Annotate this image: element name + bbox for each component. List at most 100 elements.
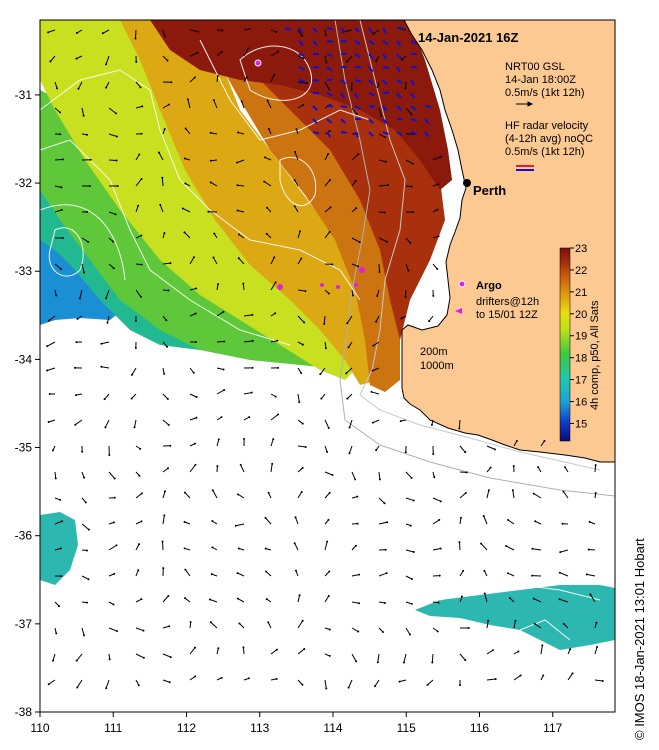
current-vector bbox=[324, 179, 331, 187]
current-vector bbox=[346, 393, 353, 399]
current-vector-head bbox=[137, 204, 140, 207]
radar-vector bbox=[312, 118, 318, 125]
current-vector bbox=[372, 367, 380, 372]
radar-legend-line1: HF radar velocity bbox=[505, 120, 589, 132]
current-vector-head bbox=[383, 602, 386, 605]
current-vector-head bbox=[371, 421, 374, 424]
current-vector-head bbox=[412, 211, 415, 214]
current-vector-head bbox=[116, 184, 119, 187]
current-vector bbox=[189, 77, 196, 83]
current-vector bbox=[187, 99, 191, 109]
current-vector bbox=[210, 621, 218, 629]
current-vector-head bbox=[60, 268, 63, 271]
current-vector-head bbox=[60, 208, 63, 211]
current-vector-head bbox=[193, 76, 196, 79]
current-vector-head bbox=[61, 236, 64, 239]
current-vector-head bbox=[304, 445, 307, 448]
sst-orange-region bbox=[200, 20, 400, 392]
current-vector bbox=[349, 419, 353, 428]
radar-vector bbox=[382, 66, 390, 70]
current-vector bbox=[184, 231, 191, 239]
colorbar-tick-label: 18 bbox=[575, 353, 587, 365]
current-vector-head bbox=[543, 439, 546, 442]
current-vector-head bbox=[183, 547, 186, 550]
current-vector-head bbox=[220, 50, 223, 53]
current-vector bbox=[237, 131, 245, 135]
current-vector-head bbox=[60, 186, 63, 189]
current-vector-head bbox=[402, 661, 405, 664]
current-vector bbox=[241, 101, 245, 109]
x-axis: 110 111 112 113 114 115 116 117 bbox=[30, 712, 563, 735]
current-vector bbox=[373, 341, 380, 347]
y-axis: -31 -32 -33 -34 -35 -36 -37 -38 bbox=[15, 88, 40, 719]
current-vector bbox=[324, 541, 328, 551]
current-vector bbox=[189, 417, 197, 421]
current-vector-head bbox=[49, 60, 52, 63]
current-vector-head bbox=[426, 683, 429, 686]
current-vector-head bbox=[266, 99, 269, 102]
current-vector-head bbox=[167, 289, 170, 292]
current-vector-head bbox=[61, 158, 64, 161]
current-vector bbox=[212, 490, 218, 499]
y-tick-label: -36 bbox=[15, 529, 33, 543]
current-vector bbox=[371, 391, 380, 395]
colorbar bbox=[559, 247, 571, 442]
current-vector-head bbox=[331, 263, 334, 266]
current-vector-head bbox=[437, 183, 440, 186]
current-vector bbox=[135, 178, 142, 187]
current-vector-head bbox=[436, 208, 439, 211]
current-vector bbox=[135, 520, 142, 525]
colorbar-tick-label: 20 bbox=[575, 309, 587, 321]
current-vector bbox=[162, 467, 169, 473]
current-vector bbox=[76, 653, 83, 661]
current-vector-head bbox=[508, 597, 511, 600]
current-vector-head bbox=[532, 597, 535, 600]
current-vector-head bbox=[193, 442, 196, 445]
current-vector bbox=[158, 152, 164, 161]
current-vector-head bbox=[301, 343, 304, 346]
current-vector bbox=[563, 491, 569, 499]
current-vector-head bbox=[345, 372, 348, 375]
current-vector bbox=[216, 367, 224, 370]
current-vector bbox=[159, 204, 164, 213]
current-vector-head bbox=[304, 290, 307, 293]
current-vector-head bbox=[562, 622, 565, 625]
current-vector-head bbox=[327, 292, 330, 295]
current-vector bbox=[216, 51, 223, 57]
current-vector-head bbox=[105, 63, 108, 66]
current-vector-head bbox=[142, 629, 145, 632]
current-vector-head bbox=[462, 569, 465, 572]
current-vector-head bbox=[505, 544, 508, 547]
current-vector bbox=[348, 445, 353, 454]
current-vector-head bbox=[376, 85, 379, 88]
current-vector-head bbox=[537, 466, 540, 469]
current-vector bbox=[104, 419, 110, 428]
current-vector-head bbox=[47, 31, 50, 34]
radar-vector bbox=[354, 53, 361, 59]
current-vector bbox=[432, 497, 442, 502]
radar-vector bbox=[368, 105, 376, 109]
colorbar-tick-label: 21 bbox=[575, 287, 587, 299]
current-vector-head bbox=[410, 185, 413, 188]
current-vector-head bbox=[75, 341, 78, 344]
current-vector bbox=[52, 653, 56, 661]
current-vector-head bbox=[264, 156, 267, 159]
current-vector-head bbox=[564, 466, 567, 469]
current-vector-head bbox=[384, 548, 387, 551]
current-vector-head bbox=[87, 578, 90, 581]
current-vector bbox=[324, 492, 331, 499]
current-vector-head bbox=[55, 294, 58, 297]
current-vector-head bbox=[371, 369, 374, 372]
current-vector bbox=[378, 572, 387, 577]
current-vector-head bbox=[251, 339, 254, 342]
current-vector bbox=[297, 289, 306, 292]
current-vector-head bbox=[328, 654, 331, 657]
current-vector bbox=[76, 679, 83, 688]
current-vector-head bbox=[138, 543, 141, 546]
current-vector bbox=[378, 237, 388, 243]
current-vector-head bbox=[299, 230, 302, 233]
current-vector-head bbox=[106, 321, 109, 324]
current-vector bbox=[405, 263, 409, 271]
current-vector-head bbox=[194, 463, 197, 466]
current-vector bbox=[216, 311, 224, 317]
